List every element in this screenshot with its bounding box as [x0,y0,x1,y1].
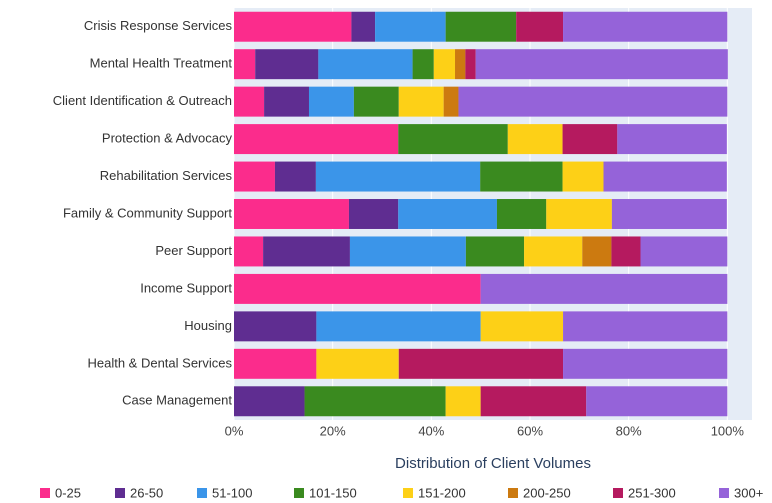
legend-label: 200-250 [523,485,571,500]
bar-segment [304,386,446,417]
bar-segment [465,236,525,267]
legend-swatch [197,488,207,498]
bar-segment [465,49,476,80]
y-tick-label: Family & Community Support [63,205,232,220]
y-tick-label: Peer Support [155,243,232,258]
x-tick-label: 0% [225,423,244,438]
bar-segment [349,236,466,267]
legend-swatch [508,488,518,498]
bar-segment [563,11,728,42]
x-tick-label: 40% [418,423,444,438]
bar-segment [316,348,399,379]
bar-segment [458,86,728,117]
legend-swatch [613,488,623,498]
y-tick-label: Mental Health Treatment [90,56,233,71]
bar-segment [234,311,317,342]
bar-segment [433,49,456,80]
bar-segment [398,348,564,379]
legend-label: 300+ [734,485,763,500]
bar-segment [274,161,316,192]
bar-segment [611,236,641,267]
bar-segment [640,236,728,267]
x-tick-label: 20% [320,423,346,438]
y-tick-label: Housing [184,318,232,333]
bar-segment [480,161,563,192]
bar-segment [351,11,376,42]
bar-segment [348,199,399,229]
bar-segment [398,199,497,229]
bar-segment [318,49,413,80]
bar-segment [546,199,612,229]
bar-segment [562,124,618,155]
legend-swatch [40,488,50,498]
legend-label: 251-300 [628,485,676,500]
bar-segment [264,86,309,117]
bar-segment [234,161,275,192]
bar-segment [315,161,481,192]
bar-segment [563,348,728,379]
bar-segment [308,86,354,117]
bar-segment [398,86,444,117]
bar-segment [234,386,305,417]
legend-swatch [719,488,729,498]
bar-segment [234,11,352,42]
bar-segment [496,199,547,229]
y-tick-label: Case Management [122,393,232,408]
legend-label: 0-25 [55,485,81,500]
x-tick-label: 80% [616,423,642,438]
bar-segment [375,11,446,42]
bar-segment [611,199,727,229]
legend-swatch [115,488,125,498]
legend-label: 151-200 [418,485,466,500]
bar-segment [516,11,564,42]
legend-label: 26-50 [130,485,163,500]
bar-segment [480,386,587,417]
bar-segment [445,386,481,417]
bar-segment [234,236,264,267]
bar-segment [234,49,256,80]
legend-label: 51-100 [212,485,252,500]
y-tick-label: Income Support [140,280,232,295]
y-tick-label: Client Identification & Outreach [53,93,232,108]
bar-segment [412,49,434,80]
bar-segment [234,199,349,229]
bar-segment [263,236,350,267]
bar-segment [475,49,728,80]
bar-segment [507,124,563,155]
bar-segment [234,124,399,155]
bar-segment [445,11,517,42]
legend-swatch [294,488,304,498]
bar-segment [255,49,319,80]
y-tick-label: Rehabilitation Services [100,168,233,183]
x-tick-label: 100% [711,423,745,438]
bar-segment [455,49,466,80]
y-tick-label: Health & Dental Services [87,355,232,370]
bar-segment [562,161,604,192]
y-tick-label: Protection & Advocacy [102,131,233,146]
bar-segment [316,311,481,342]
bar-segment [480,311,564,342]
x-tick-label: 60% [517,423,543,438]
y-tick-label: Crisis Response Services [84,18,233,33]
bar-segment [524,236,583,267]
bar-segment [586,386,728,417]
bar-segment [234,273,481,304]
bar-segment [617,124,727,155]
bar-segment [582,236,612,267]
bar-segment [234,86,265,117]
legend-swatch [403,488,413,498]
bar-segment [563,311,728,342]
bar-segment [398,124,508,155]
bar-segment [353,86,399,117]
legend-label: 101-150 [309,485,357,500]
bar-segment [443,86,459,117]
x-axis-title: Distribution of Client Volumes [395,455,591,472]
bar-segment [603,161,727,192]
bar-segment [234,348,317,379]
bar-segment [480,273,728,304]
